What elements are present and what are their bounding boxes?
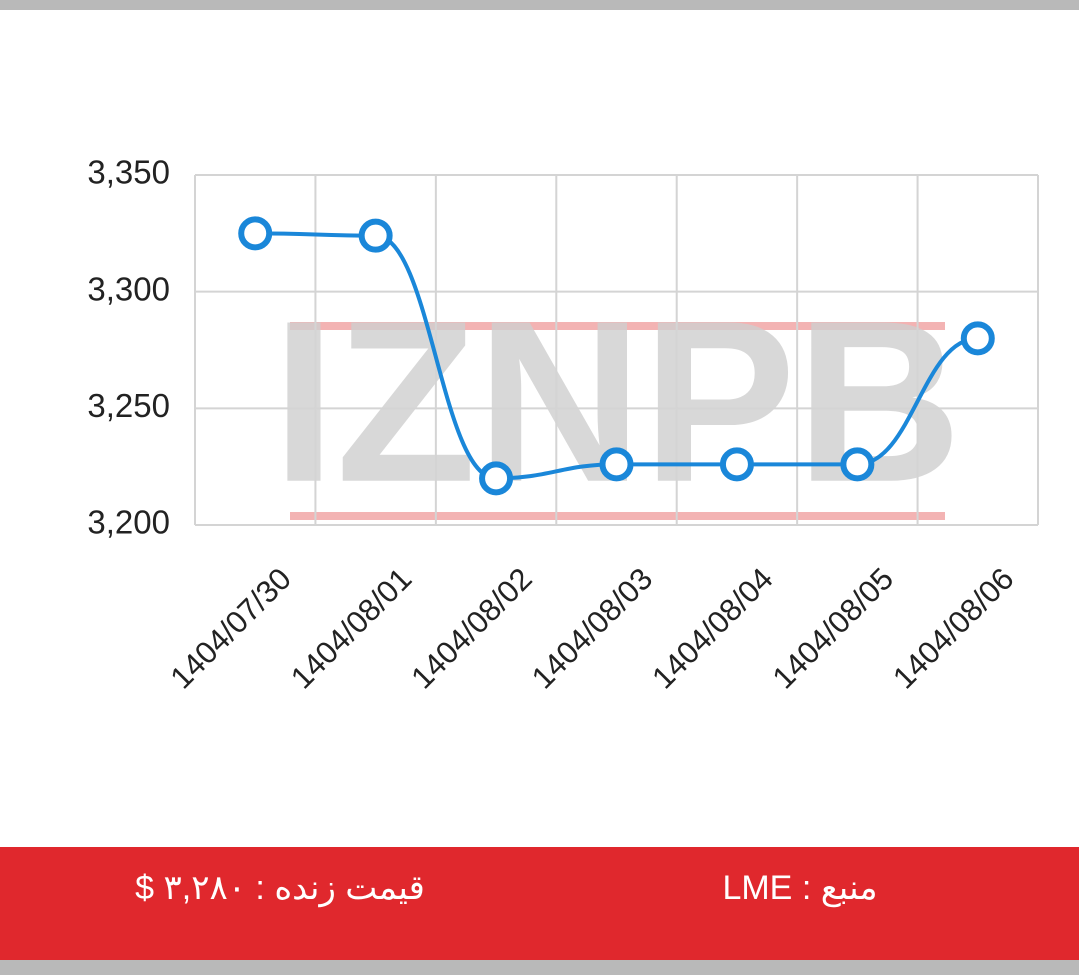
x-tick-label: 1404/08/01 [284, 561, 418, 695]
footer-bar [0, 847, 1079, 960]
watermark: IZNPB [272, 273, 962, 530]
point [479, 461, 514, 496]
point [238, 216, 273, 251]
x-tick-label: 1404/07/30 [163, 561, 297, 695]
x-tick-label: 1404/08/04 [645, 561, 779, 695]
point [358, 218, 393, 253]
watermark-stripe [290, 322, 945, 330]
top-strip [0, 0, 1079, 10]
point [840, 447, 875, 482]
x-tick-label: 1404/08/05 [766, 561, 900, 695]
y-tick-label: 3,300 [87, 270, 170, 307]
watermark-stripe [290, 512, 945, 520]
source: منبع : LME [722, 869, 877, 908]
point [960, 321, 995, 356]
y-tick-label: 3,200 [87, 504, 170, 541]
x-tick-label: 1404/08/03 [525, 561, 659, 695]
point [599, 447, 634, 482]
y-tick-label: 3,350 [87, 154, 170, 191]
y-tick-label: 3,250 [87, 387, 170, 424]
bottom-strip [0, 960, 1079, 975]
x-tick-label: 1404/08/06 [886, 561, 1020, 695]
x-tick-label: 1404/08/02 [404, 561, 538, 695]
live-price: قیمت زنده : ۳,۲۸۰ $ [135, 869, 425, 908]
point [719, 447, 754, 482]
